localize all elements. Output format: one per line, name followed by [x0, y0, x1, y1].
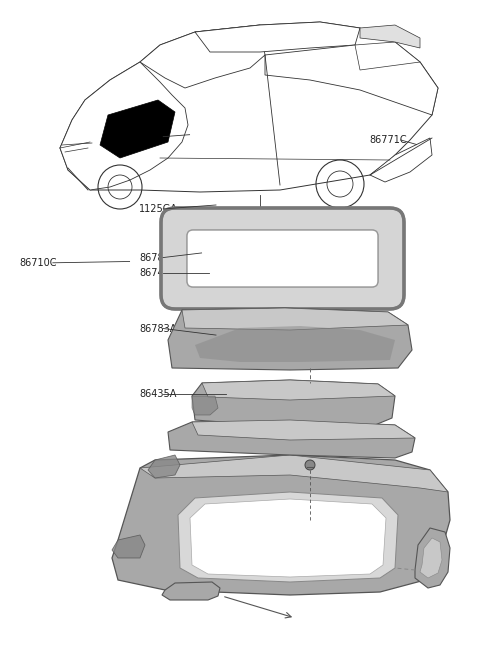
Polygon shape: [202, 380, 395, 400]
Text: 86710C: 86710C: [19, 258, 57, 268]
Polygon shape: [112, 535, 145, 558]
Polygon shape: [420, 538, 442, 578]
Polygon shape: [192, 396, 218, 415]
Polygon shape: [370, 138, 432, 182]
Circle shape: [305, 460, 315, 470]
Polygon shape: [190, 499, 386, 577]
FancyBboxPatch shape: [187, 230, 378, 287]
Polygon shape: [360, 25, 420, 48]
Polygon shape: [60, 62, 188, 190]
Polygon shape: [192, 420, 415, 440]
Polygon shape: [265, 45, 438, 115]
Text: 86782B: 86782B: [139, 252, 177, 263]
FancyBboxPatch shape: [187, 230, 378, 287]
Polygon shape: [168, 420, 415, 458]
Polygon shape: [60, 22, 438, 192]
Text: 86771C: 86771C: [370, 135, 407, 145]
Polygon shape: [140, 455, 448, 492]
Polygon shape: [195, 326, 395, 362]
Polygon shape: [162, 582, 220, 600]
Polygon shape: [195, 22, 360, 52]
Text: 92609: 92609: [139, 131, 170, 142]
Polygon shape: [178, 492, 398, 582]
Polygon shape: [100, 100, 175, 158]
Text: 86435A: 86435A: [139, 389, 177, 399]
Polygon shape: [415, 528, 450, 588]
Polygon shape: [148, 455, 180, 478]
Polygon shape: [140, 25, 265, 88]
Polygon shape: [192, 380, 395, 427]
Text: 1125GA: 1125GA: [139, 204, 178, 214]
Polygon shape: [112, 455, 450, 595]
Polygon shape: [355, 42, 420, 70]
Text: 86783A: 86783A: [139, 323, 177, 334]
Text: 86740S: 86740S: [139, 267, 176, 278]
FancyBboxPatch shape: [161, 208, 404, 309]
Polygon shape: [182, 308, 408, 330]
Polygon shape: [168, 308, 412, 370]
